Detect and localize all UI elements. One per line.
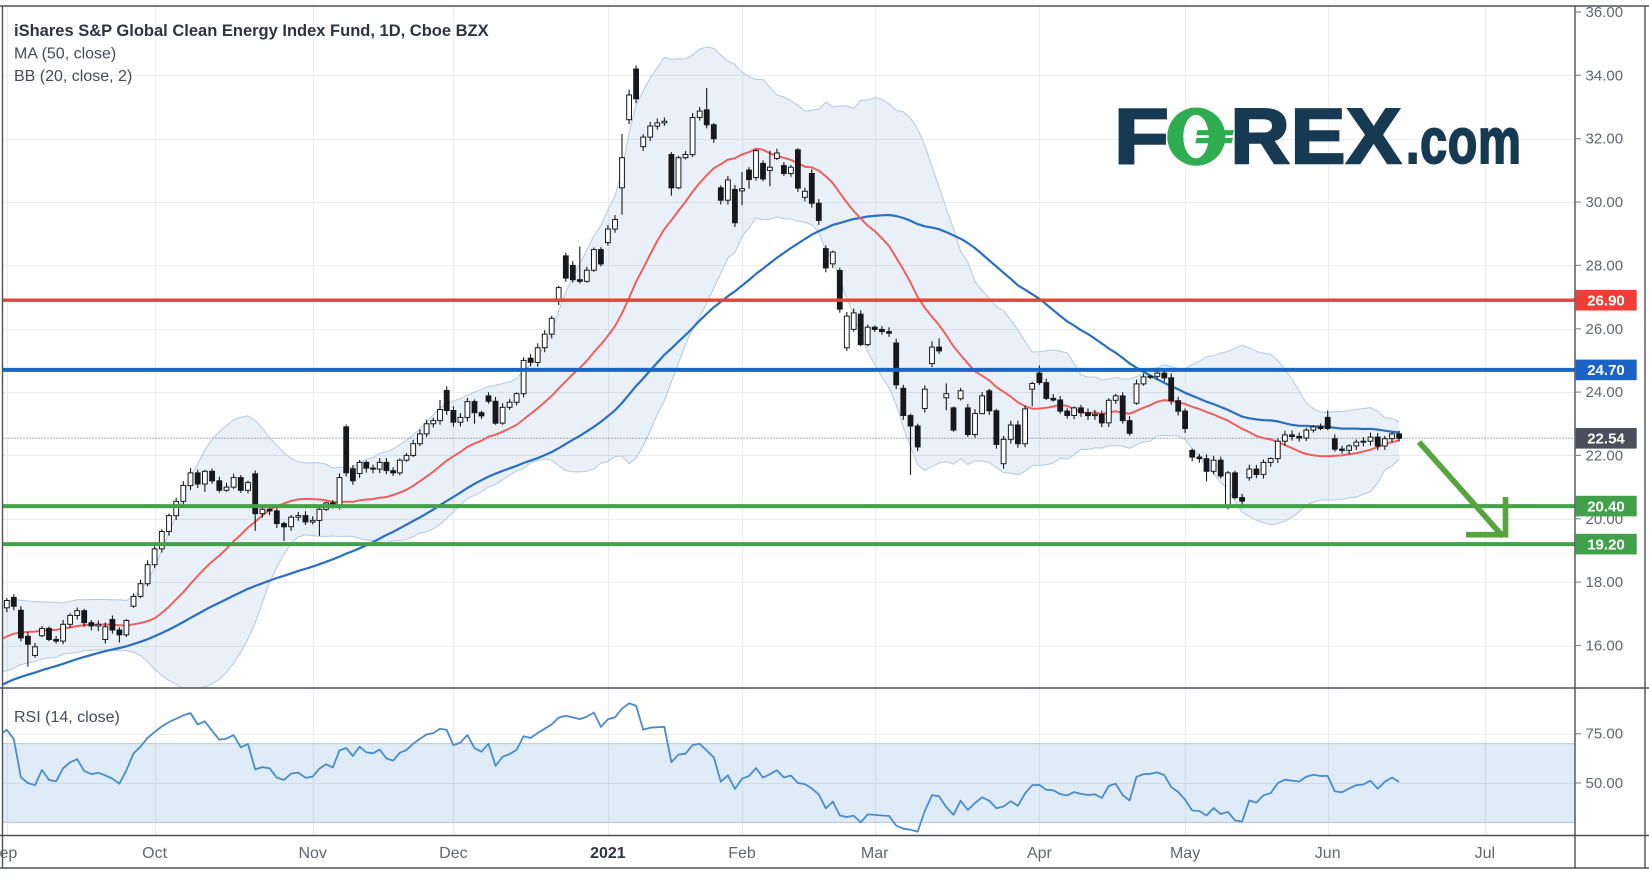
svg-text:RSI (14, close): RSI (14, close) — [14, 709, 120, 726]
svg-text:Feb: Feb — [728, 845, 756, 862]
svg-text:iShares S&P Global Clean Energ: iShares S&P Global Clean Energy Index Fu… — [14, 22, 489, 40]
svg-text:BB (20, close, 2): BB (20, close, 2) — [14, 68, 132, 85]
svg-text:28.00: 28.00 — [1586, 257, 1624, 274]
svg-text:50.00: 50.00 — [1586, 775, 1624, 792]
svg-text:F: F — [1114, 92, 1169, 179]
svg-text:20.40: 20.40 — [1587, 498, 1625, 515]
svg-text:2021: 2021 — [590, 845, 626, 862]
svg-text:16.00: 16.00 — [1586, 638, 1624, 655]
svg-text:19.20: 19.20 — [1587, 536, 1625, 553]
svg-text:.com: .com — [1406, 107, 1522, 178]
svg-text:36.00: 36.00 — [1586, 4, 1624, 21]
svg-text:REX: REX — [1231, 93, 1403, 180]
svg-text:Sep: Sep — [0, 845, 17, 862]
svg-text:Oct: Oct — [142, 845, 167, 862]
svg-text:18.00: 18.00 — [1586, 574, 1624, 591]
svg-text:Dec: Dec — [439, 845, 467, 862]
svg-text:Jul: Jul — [1475, 845, 1495, 862]
svg-text:30.00: 30.00 — [1586, 194, 1624, 211]
svg-text:Nov: Nov — [298, 845, 326, 862]
svg-text:32.00: 32.00 — [1586, 131, 1624, 148]
svg-text:26.00: 26.00 — [1586, 321, 1624, 338]
svg-text:24.70: 24.70 — [1587, 362, 1625, 379]
svg-text:Jun: Jun — [1315, 845, 1341, 862]
svg-text:22.54: 22.54 — [1587, 431, 1625, 448]
svg-text:Apr: Apr — [1027, 845, 1053, 862]
svg-text:24.00: 24.00 — [1586, 384, 1624, 401]
svg-text:MA (50, close): MA (50, close) — [14, 46, 116, 63]
svg-text:34.00: 34.00 — [1586, 67, 1624, 84]
svg-text:22.00: 22.00 — [1586, 447, 1624, 464]
svg-text:May: May — [1170, 845, 1200, 862]
svg-text:Mar: Mar — [861, 845, 889, 862]
svg-text:75.00: 75.00 — [1586, 726, 1624, 743]
svg-text:26.90: 26.90 — [1587, 292, 1625, 309]
